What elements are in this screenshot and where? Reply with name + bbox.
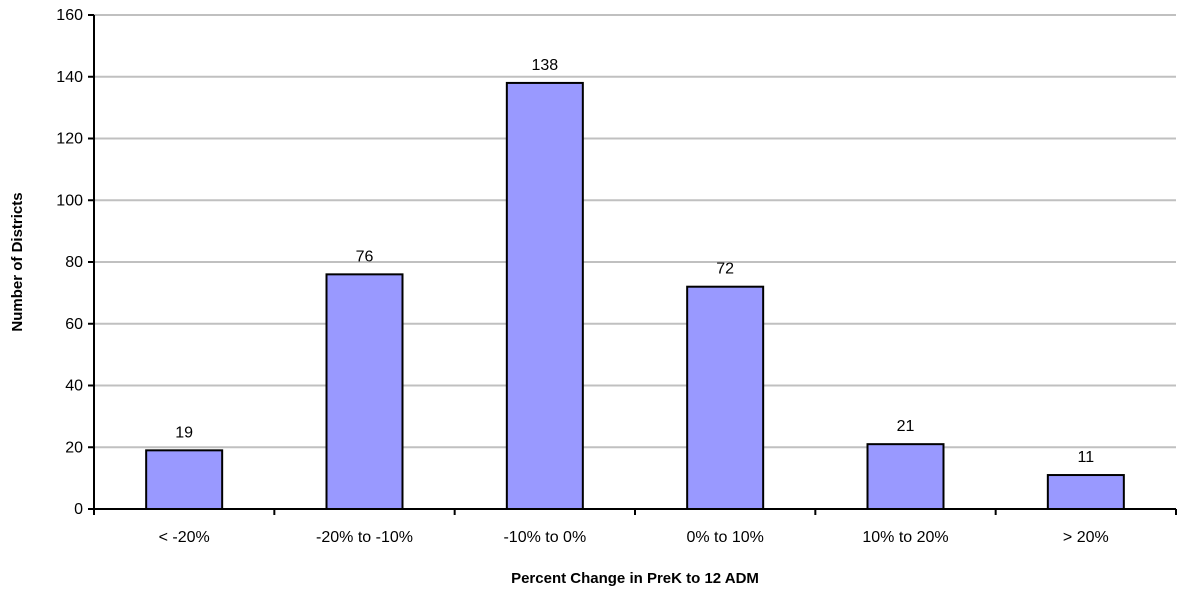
bars [145, 81, 1125, 511]
bar [145, 449, 224, 510]
x-tick-label: -20% to -10% [316, 529, 413, 546]
x-tick-label: < -20% [159, 529, 210, 546]
bar [686, 285, 765, 511]
x-tick-label: 10% to 20% [862, 529, 948, 546]
bar [866, 443, 945, 511]
data-labels: 19 76 138 72 21 11 [175, 57, 1094, 466]
x-tick-labels: < -20% -20% to -10% -10% to 0% 0% to 10% 10%… [159, 529, 1109, 546]
data-label: 76 [356, 248, 374, 265]
y-tick-label: 80 [65, 254, 83, 271]
axes [88, 14, 1177, 515]
x-axis-title: Percent Change in PreK to 12 ADM [511, 570, 759, 587]
bar [1046, 474, 1125, 511]
x-tick-label: -10% to 0% [503, 529, 586, 546]
y-tick-label: 20 [65, 439, 83, 456]
y-tick-label: 140 [56, 69, 83, 86]
data-label: 138 [531, 57, 558, 74]
y-axis-title: Number of Districts [9, 192, 26, 331]
y-tick-labels: 0 20 40 60 80 100 120 140 160 [56, 7, 83, 518]
data-label: 72 [716, 261, 734, 278]
data-label: 19 [175, 424, 193, 441]
bar [325, 273, 404, 510]
gridlines [94, 14, 1176, 449]
y-tick-label: 120 [56, 131, 83, 148]
y-tick-label: 60 [65, 316, 83, 333]
x-tick-label: 0% to 10% [686, 529, 763, 546]
x-tick-label: > 20% [1063, 529, 1109, 546]
y-tick-label: 160 [56, 7, 83, 24]
bar [505, 81, 584, 511]
y-tick-label: 40 [65, 378, 83, 395]
y-tick-label: 100 [56, 192, 83, 209]
y-tick-label: 0 [74, 501, 83, 518]
data-label: 21 [897, 418, 915, 435]
data-label: 11 [1078, 449, 1095, 466]
